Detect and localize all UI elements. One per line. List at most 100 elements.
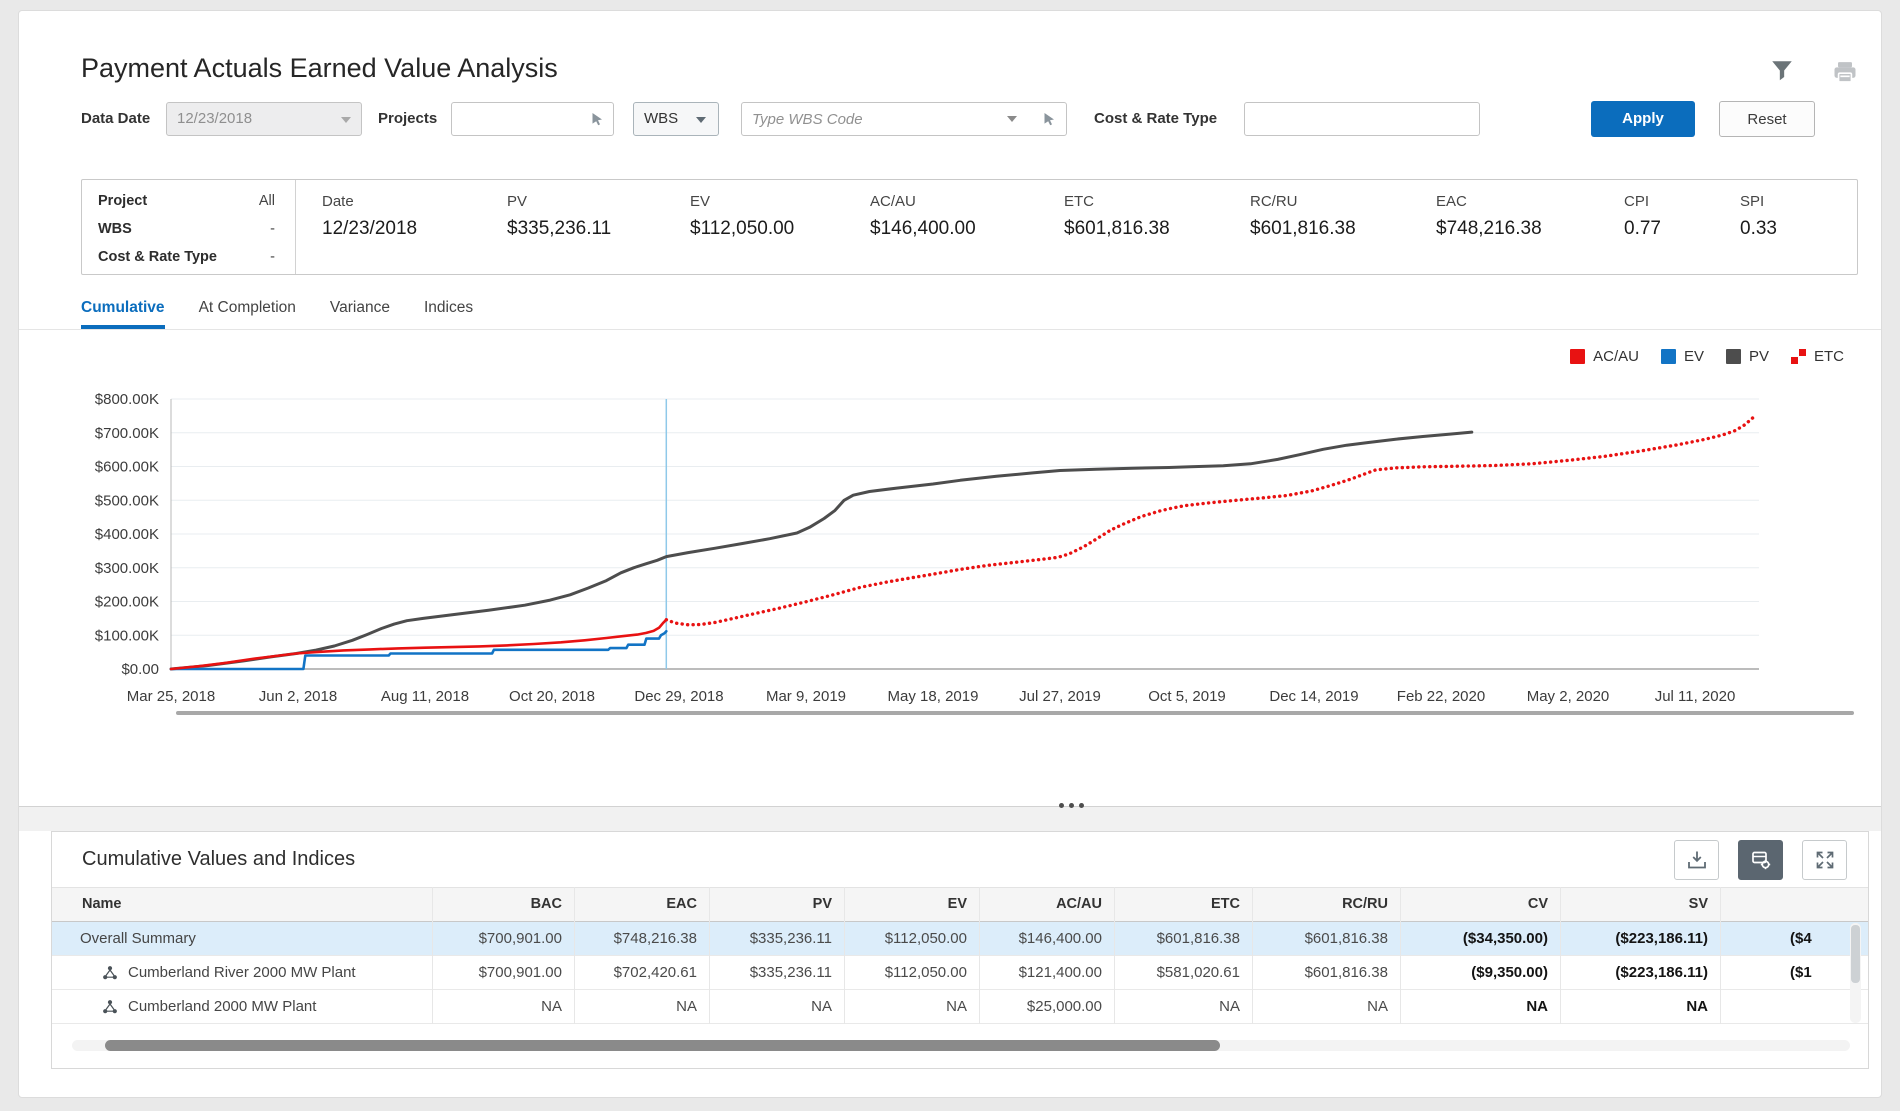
chart-legend: AC/AU EV PV ETC: [1570, 348, 1844, 365]
col-header-ev[interactable]: EV: [947, 896, 967, 912]
svg-text:$700.00K: $700.00K: [95, 425, 159, 442]
svg-text:Jul 11, 2020: Jul 11, 2020: [1655, 688, 1736, 705]
cell-cv: ($9,350.00): [1471, 964, 1548, 981]
tab-at-completion[interactable]: At Completion: [198, 299, 296, 316]
cost-rate-type-input[interactable]: [1244, 102, 1480, 136]
svg-text:Mar 9, 2019: Mar 9, 2019: [766, 688, 846, 705]
panel-title: Cumulative Values and Indices: [82, 848, 356, 870]
ev-cumulative-chart: $0.00 $100.00K $200.00K $300.00K $400.00K $50…: [95, 391, 1759, 705]
cell-etc: $601,816.38: [1156, 930, 1240, 947]
cell-rc-ru: $601,816.38: [1304, 930, 1388, 947]
svg-text:$0.00: $0.00: [121, 661, 159, 678]
metric-value: $112,050.00: [690, 218, 795, 239]
tab-cumulative[interactable]: Cumulative: [81, 299, 165, 329]
cell-pv: $335,236.11: [749, 964, 832, 981]
col-header-name[interactable]: Name: [82, 896, 122, 912]
download-button[interactable]: [1674, 840, 1719, 880]
svg-text:Jul 27, 2019: Jul 27, 2019: [1019, 688, 1101, 705]
apply-button[interactable]: Apply: [1591, 101, 1695, 137]
col-header-pv[interactable]: PV: [812, 896, 832, 912]
cell-eac: $702,420.61: [613, 964, 697, 981]
table-row[interactable]: Cumberland 2000 MW Plant NA NA NA NA $25,000.…: [52, 990, 1868, 1024]
printer-icon[interactable]: [1831, 58, 1861, 88]
filter-funnel-icon[interactable]: [1769, 58, 1799, 88]
reset-button[interactable]: Reset: [1719, 101, 1815, 137]
chart-tabbar: Cumulative At Completion Variance Indices: [81, 299, 473, 329]
column-separator: [1252, 887, 1253, 1024]
cell-ac-au: $121,400.00: [1018, 964, 1102, 981]
series-ac-au: [169, 618, 668, 671]
svg-text:$300.00K: $300.00K: [95, 560, 159, 577]
metric-label: SPI: [1740, 193, 1765, 210]
chevron-down-icon: [696, 117, 706, 123]
table-h-scrollbar-thumb[interactable]: [105, 1040, 1220, 1051]
cell-bac: NA: [541, 998, 562, 1015]
legend-item-etc[interactable]: ETC: [1791, 348, 1844, 365]
tab-indices[interactable]: Indices: [423, 299, 474, 316]
column-separator: [709, 887, 710, 1024]
metric-label: Date: [322, 193, 354, 210]
row-name: Cumberland River 2000 MW Plant: [128, 964, 356, 981]
legend-item-ev[interactable]: EV: [1660, 348, 1704, 365]
projects-input[interactable]: [451, 102, 614, 136]
series-etc: [664, 414, 1757, 627]
svg-text:$400.00K: $400.00K: [95, 526, 159, 543]
legend-label: AC/AU: [1593, 348, 1639, 365]
cell-ac-au: $146,400.00: [1018, 930, 1102, 947]
cell-sv: ($223,186.11): [1615, 964, 1708, 981]
tab-separator: [19, 329, 1881, 330]
list-picker-icon[interactable]: [589, 111, 605, 132]
table-settings-button[interactable]: [1738, 840, 1783, 880]
chart-h-scrollbar[interactable]: [176, 711, 1854, 715]
col-header-etc[interactable]: ETC: [1211, 896, 1240, 912]
download-icon: [1687, 851, 1706, 869]
cell-truncated: ($1: [1790, 964, 1812, 981]
cell-ac-au: $25,000.00: [1026, 998, 1102, 1015]
table-v-scrollbar-thumb[interactable]: [1851, 925, 1860, 983]
wbs-code-input[interactable]: [741, 102, 1067, 136]
metric-value: $748,216.38: [1436, 218, 1542, 239]
chevron-down-icon[interactable]: [1007, 116, 1017, 122]
wbs-selector-button[interactable]: WBS: [633, 102, 719, 136]
column-separator: [1560, 887, 1561, 1024]
expand-button[interactable]: [1802, 840, 1847, 880]
list-picker-icon[interactable]: [1041, 111, 1057, 132]
cell-eac: NA: [676, 998, 697, 1015]
cost-rate-type-label: Cost & Rate Type: [1094, 110, 1218, 127]
summary-filter-scope: Project All WBS - Cost & Rate Type -: [82, 180, 296, 274]
cell-eac: $748,216.38: [613, 930, 697, 947]
cell-ev: NA: [946, 998, 967, 1015]
scope-label: WBS: [98, 221, 132, 237]
ev-summary-box: Project All WBS - Cost & Rate Type - Date 12/2…: [81, 179, 1858, 275]
col-header-cv[interactable]: CV: [1527, 896, 1548, 912]
scope-value: -: [270, 221, 275, 237]
splitter-handle[interactable]: [1059, 803, 1084, 808]
summary-scope-row: Project All: [98, 193, 275, 213]
col-header-ac-au[interactable]: AC/AU: [1056, 896, 1102, 912]
svg-text:Aug 11, 2018: Aug 11, 2018: [381, 688, 469, 705]
table-row[interactable]: Cumberland River 2000 MW Plant $700,901.0…: [52, 956, 1868, 990]
cell-bac: $700,901.00: [478, 930, 562, 947]
summary-scope-row: WBS -: [98, 221, 275, 241]
legend-item-ac-au[interactable]: AC/AU: [1570, 348, 1639, 365]
project-icon: [102, 965, 118, 986]
series-ev: [169, 629, 668, 671]
col-header-bac[interactable]: BAC: [530, 896, 562, 912]
legend-label: EV: [1683, 348, 1704, 365]
data-date-select[interactable]: 12/23/2018: [166, 102, 362, 136]
cell-bac: $700,901.00: [478, 964, 562, 981]
table-header-row: Name BAC EAC PV EV AC/AU ETC RC/RU CV SV: [52, 887, 1868, 922]
tab-variance[interactable]: Variance: [329, 299, 390, 316]
col-header-eac[interactable]: EAC: [666, 896, 697, 912]
col-header-rc-ru[interactable]: RC/RU: [1342, 896, 1388, 912]
col-header-sv[interactable]: SV: [1688, 896, 1708, 912]
project-icon: [102, 999, 118, 1020]
metric-value: 0.77: [1624, 218, 1661, 239]
svg-text:$500.00K: $500.00K: [95, 492, 159, 509]
column-separator: [844, 887, 845, 1024]
column-separator: [432, 887, 433, 1024]
metric-value: $146,400.00: [870, 218, 976, 239]
app-card: Payment Actuals Earned Value Analysis Da…: [18, 10, 1882, 1098]
table-row[interactable]: Overall Summary $700,901.00 $748,216.38 $33…: [52, 922, 1868, 956]
legend-item-pv[interactable]: PV: [1725, 348, 1769, 365]
